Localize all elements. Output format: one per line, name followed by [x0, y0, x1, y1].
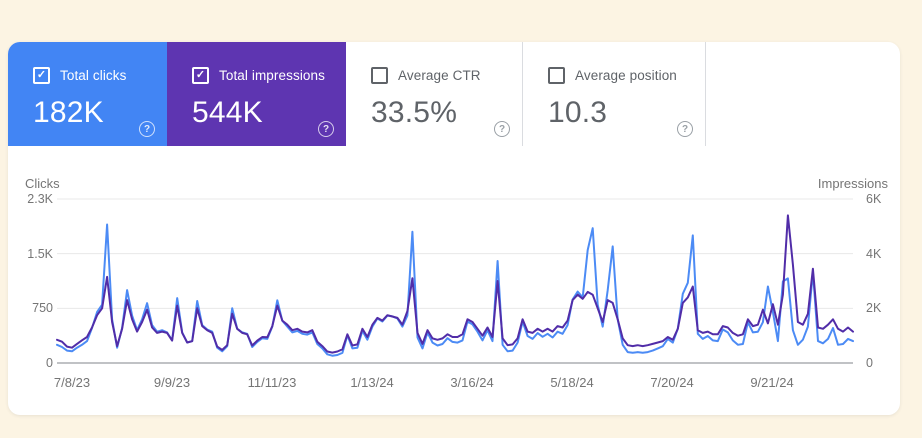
- left-axis-title: Clicks: [25, 176, 60, 191]
- x-tick-7/8/23: 7/8/23: [53, 375, 91, 390]
- metric-label: Total impressions: [219, 68, 325, 83]
- x-tick-5/18/24: 5/18/24: [550, 375, 594, 390]
- right-axis-title: Impressions: [817, 176, 888, 191]
- x-tick-11/11/23: 11/11/23: [247, 375, 297, 390]
- y-tick-left-0: 0: [46, 356, 53, 370]
- metric-cards-row: ✓ Total clicks 182K ? ✓ Total impression…: [8, 42, 900, 146]
- metric-card-header: ✓ Total clicks: [33, 67, 167, 84]
- total-impressions-checkbox[interactable]: ✓: [192, 67, 209, 84]
- total-clicks-checkbox[interactable]: ✓: [33, 67, 50, 84]
- metric-value: 33.5%: [371, 96, 458, 129]
- performance-panel: ✓ Total clicks 182K ? ✓ Total impression…: [8, 42, 900, 415]
- y-tick-right-0: 0: [866, 356, 873, 370]
- y-tick-right-2K: 2K: [866, 301, 882, 316]
- metric-label: Average CTR: [398, 68, 481, 83]
- metric-card-total-clicks[interactable]: ✓ Total clicks 182K ?: [8, 42, 167, 146]
- y-tick-right-6K: 6K: [866, 192, 882, 206]
- y-tick-left-750: 750: [32, 301, 53, 316]
- metric-value: 10.3: [548, 96, 608, 129]
- help-icon[interactable]: ?: [318, 121, 334, 137]
- x-tick-9/21/24: 9/21/24: [750, 375, 794, 390]
- x-tick-1/13/24: 1/13/24: [350, 375, 394, 390]
- help-icon[interactable]: ?: [677, 121, 693, 137]
- metric-card-average-ctr[interactable]: Average CTR 33.5% ?: [346, 42, 523, 146]
- y-tick-left-1.5K: 1.5K: [27, 246, 53, 261]
- metric-value: 544K: [192, 96, 263, 129]
- help-icon[interactable]: ?: [139, 121, 155, 137]
- metric-label: Average position: [575, 68, 677, 83]
- metric-card-header: Average CTR: [371, 67, 522, 84]
- y-tick-right-4K: 4K: [866, 246, 882, 261]
- average-position-checkbox[interactable]: [548, 67, 565, 84]
- metric-card-total-impressions[interactable]: ✓ Total impressions 544K ?: [167, 42, 346, 146]
- average-ctr-checkbox[interactable]: [371, 67, 388, 84]
- metric-label: Total clicks: [60, 68, 127, 83]
- x-tick-3/16/24: 3/16/24: [450, 375, 494, 390]
- metric-card-average-position[interactable]: Average position 10.3 ?: [523, 42, 706, 146]
- metric-value: 182K: [33, 96, 104, 129]
- help-icon[interactable]: ?: [494, 121, 510, 137]
- x-tick-7/20/24: 7/20/24: [650, 375, 694, 390]
- x-tick-9/9/23: 9/9/23: [153, 375, 191, 390]
- metric-card-header: ✓ Total impressions: [192, 67, 346, 84]
- metric-card-header: Average position: [548, 67, 705, 84]
- y-tick-left-2.3K: 2.3K: [27, 192, 53, 206]
